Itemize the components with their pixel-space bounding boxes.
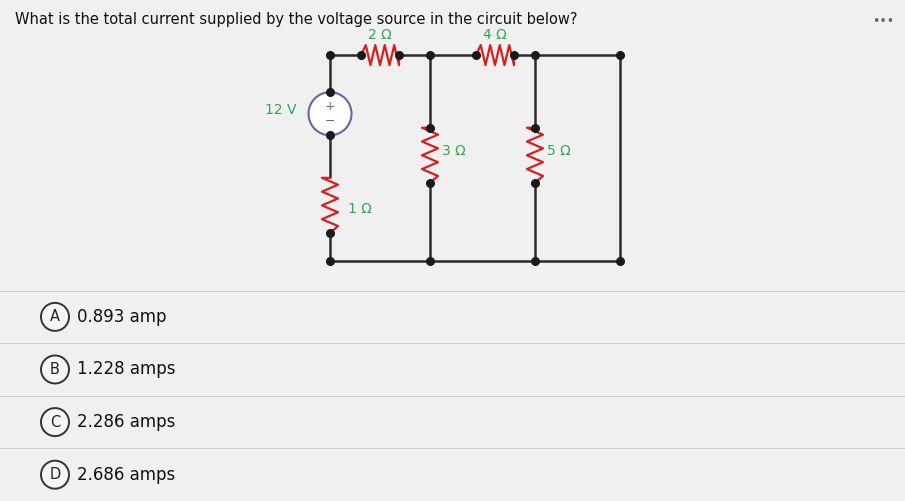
Text: What is the total current supplied by the voltage source in the circuit below?: What is the total current supplied by th… [15,12,577,27]
Text: 1.228 amps: 1.228 amps [77,361,176,378]
Ellipse shape [41,356,69,383]
Text: 1 Ω: 1 Ω [348,202,372,216]
Circle shape [309,92,351,135]
Text: C: C [50,415,60,429]
Text: •••: ••• [872,15,894,28]
Text: +: + [325,100,336,113]
Ellipse shape [41,461,69,488]
Ellipse shape [41,408,69,436]
Text: B: B [50,362,60,377]
Text: D: D [50,467,61,482]
Text: 2.686 amps: 2.686 amps [77,466,176,483]
Text: 2.286 amps: 2.286 amps [77,413,176,431]
Text: 0.893 amp: 0.893 amp [77,308,167,326]
Ellipse shape [41,303,69,331]
Text: 12 V: 12 V [265,103,297,117]
Text: 2 Ω: 2 Ω [368,28,392,42]
Text: 3 Ω: 3 Ω [442,144,466,158]
Text: A: A [50,310,60,324]
Text: 5 Ω: 5 Ω [547,144,571,158]
Text: −: − [325,115,335,128]
Text: 4 Ω: 4 Ω [483,28,507,42]
